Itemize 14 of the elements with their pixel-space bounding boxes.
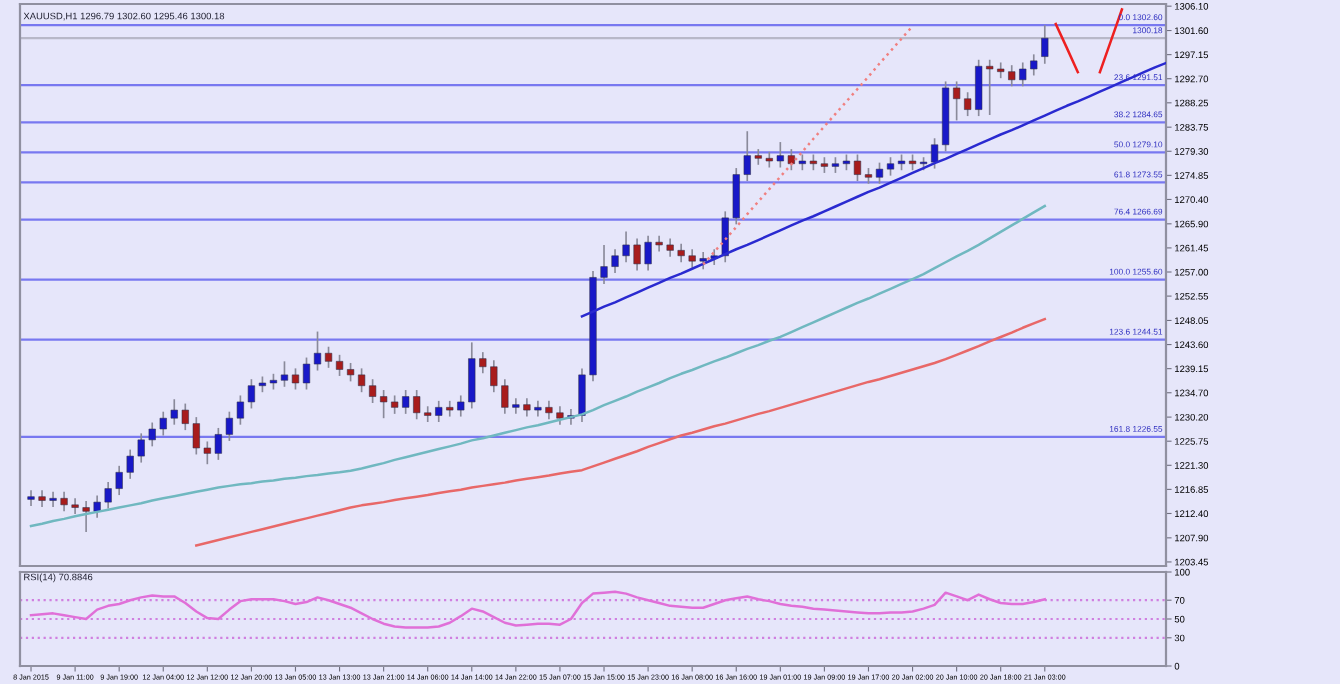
line-series bbox=[580, 61, 1166, 318]
line-series bbox=[701, 24, 914, 266]
candlestick bbox=[886, 156, 895, 177]
line-series bbox=[29, 590, 1047, 629]
candlestick bbox=[291, 367, 300, 391]
candlestick bbox=[853, 153, 862, 182]
candlestick bbox=[313, 330, 322, 372]
candlestick bbox=[280, 360, 289, 388]
candlestick bbox=[324, 345, 333, 369]
line-series bbox=[29, 204, 1047, 528]
candlestick bbox=[875, 161, 884, 185]
candlestick bbox=[1041, 24, 1049, 65]
candlestick bbox=[302, 356, 311, 391]
line-series bbox=[195, 317, 1047, 547]
